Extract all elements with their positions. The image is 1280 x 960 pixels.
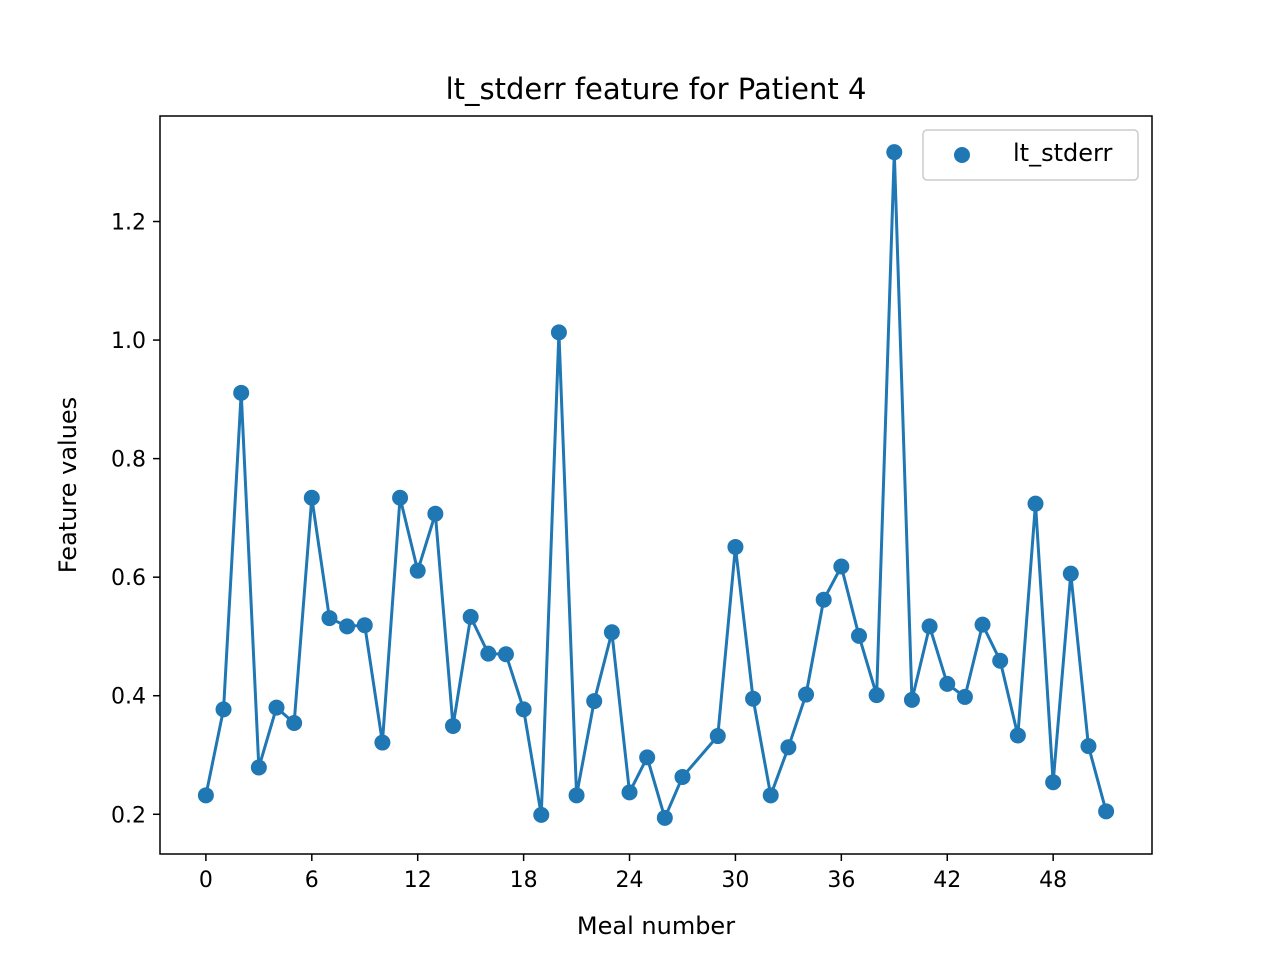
data-point — [886, 144, 903, 161]
data-point — [815, 591, 832, 608]
data-point — [197, 787, 214, 804]
y-axis-title: Feature values — [54, 397, 82, 573]
chart-title: lt_stderr feature for Patient 4 — [446, 72, 867, 106]
data-point — [1062, 565, 1079, 582]
data-point — [480, 645, 497, 662]
data-point — [621, 784, 638, 801]
y-tick-label: 1.0 — [111, 329, 146, 354]
legend: lt_stderr — [922, 129, 1139, 181]
data-point — [762, 787, 779, 804]
x-tick-label: 48 — [1039, 868, 1067, 893]
data-point — [745, 690, 762, 707]
data-point — [833, 558, 850, 575]
data-point — [956, 688, 973, 705]
data-point — [656, 809, 673, 826]
data-point — [339, 618, 356, 635]
data-point — [462, 608, 479, 625]
data-point — [850, 627, 867, 644]
data-point — [356, 617, 373, 634]
data-point — [550, 324, 567, 341]
y-axis-ticks: 0.2 0.4 0.6 0.8 1.0 1.2 — [111, 211, 160, 828]
data-point — [939, 675, 956, 692]
data-point — [303, 489, 320, 506]
y-tick-label: 1.2 — [111, 211, 146, 236]
x-tick-label: 12 — [404, 868, 432, 893]
legend-box — [922, 129, 1139, 181]
x-axis-title: Meal number — [577, 912, 735, 940]
data-point — [974, 616, 991, 633]
data-point — [921, 618, 938, 635]
data-point — [1098, 803, 1115, 820]
data-point — [533, 806, 550, 823]
data-point — [409, 562, 426, 579]
data-point — [392, 489, 409, 506]
y-tick-label: 0.4 — [111, 685, 146, 710]
data-point — [568, 787, 585, 804]
y-tick-label: 0.6 — [111, 566, 146, 591]
data-point — [639, 749, 656, 766]
data-point — [374, 734, 391, 751]
data-point — [868, 687, 885, 704]
data-point — [674, 768, 691, 785]
y-tick-label: 0.2 — [111, 803, 146, 828]
plot-area-frame — [159, 115, 1153, 855]
data-point — [798, 686, 815, 703]
x-tick-label: 0 — [199, 868, 213, 893]
data-point — [427, 505, 444, 522]
data-point — [992, 652, 1009, 669]
legend-label: lt_stderr — [1013, 139, 1112, 167]
data-point — [321, 610, 338, 627]
data-point — [709, 728, 726, 745]
data-point — [1080, 738, 1097, 755]
data-point — [497, 646, 514, 663]
data-point — [780, 739, 797, 756]
x-tick-label: 36 — [827, 868, 855, 893]
legend-marker — [954, 147, 970, 163]
data-point — [250, 759, 267, 776]
y-tick-label: 0.8 — [111, 448, 146, 473]
data-point — [586, 693, 603, 710]
data-point — [1045, 774, 1062, 791]
data-point — [268, 699, 285, 716]
data-point — [903, 691, 920, 708]
x-axis-ticks: 0 6 12 18 24 30 36 42 48 — [199, 854, 1067, 893]
x-tick-label: 18 — [510, 868, 538, 893]
data-point — [515, 701, 532, 718]
data-point — [727, 538, 744, 555]
x-tick-label: 24 — [616, 868, 644, 893]
x-tick-label: 42 — [933, 868, 961, 893]
data-point — [286, 715, 303, 731]
data-point — [215, 701, 232, 718]
series-layer — [197, 144, 1115, 826]
x-tick-label: 6 — [305, 868, 319, 893]
data-point — [233, 384, 250, 401]
data-point — [1009, 727, 1026, 744]
data-point — [1027, 495, 1044, 512]
x-tick-label: 30 — [721, 868, 749, 893]
data-point — [603, 624, 620, 641]
data-point — [445, 717, 462, 734]
